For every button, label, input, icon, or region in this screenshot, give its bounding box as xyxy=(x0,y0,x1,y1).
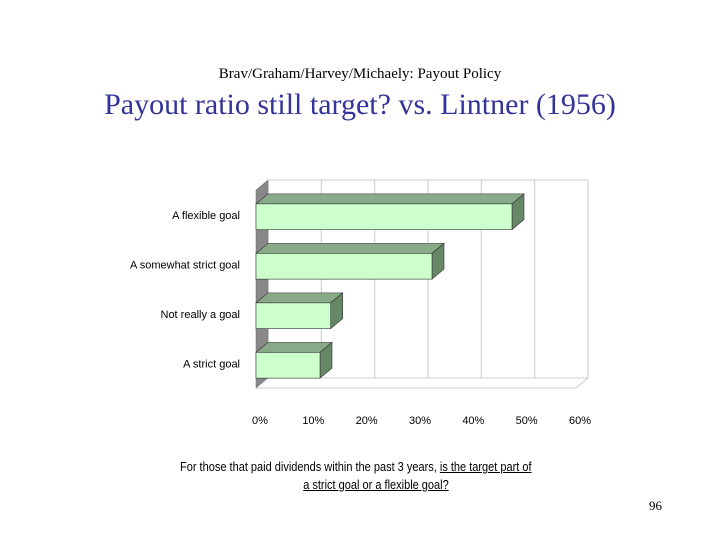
x-tick-label-6: 60% xyxy=(569,415,591,427)
x-tick-label-1: 10% xyxy=(302,415,324,427)
x-tick-label-0: 0% xyxy=(252,415,268,427)
bar-0 xyxy=(255,203,513,230)
category-label-0: A flexible goal xyxy=(172,210,240,222)
page-number: 96 xyxy=(649,498,662,513)
x-tick-label-2: 20% xyxy=(356,415,378,427)
slide-title: Payout ratio still target? vs. Lintner (… xyxy=(104,88,616,121)
question-text-line2: a strict goal or a flexible goal? xyxy=(303,478,449,492)
bar-2 xyxy=(255,302,331,329)
x-tick-label-5: 50% xyxy=(516,415,538,427)
survey-question: For those that paid dividends within the… xyxy=(180,458,558,494)
x-tick-label-3: 30% xyxy=(409,415,431,427)
category-label-1: A somewhat strict goal xyxy=(130,259,240,271)
category-label-3: A strict goal xyxy=(183,358,240,370)
question-text-part2: is the target part of xyxy=(439,460,532,474)
floor-right-edge xyxy=(575,377,589,389)
bar-top-2 xyxy=(255,292,344,304)
bar-3 xyxy=(255,352,321,379)
category-label-2: Not really a goal xyxy=(161,309,241,321)
bar-top-1 xyxy=(255,243,445,254)
bar-1 xyxy=(255,253,433,280)
bar-chart: A flexible goal A somewhat strict goal Not… xyxy=(130,179,591,427)
question-text-part1: For those that paid dividends within the… xyxy=(180,460,440,474)
x-tick-label-4: 40% xyxy=(462,415,484,427)
bar-top-3 xyxy=(255,342,333,353)
bar-top-0 xyxy=(255,193,525,205)
slide-header: Brav/Graham/Harvey/Michaely: Payout Poli… xyxy=(218,66,502,82)
